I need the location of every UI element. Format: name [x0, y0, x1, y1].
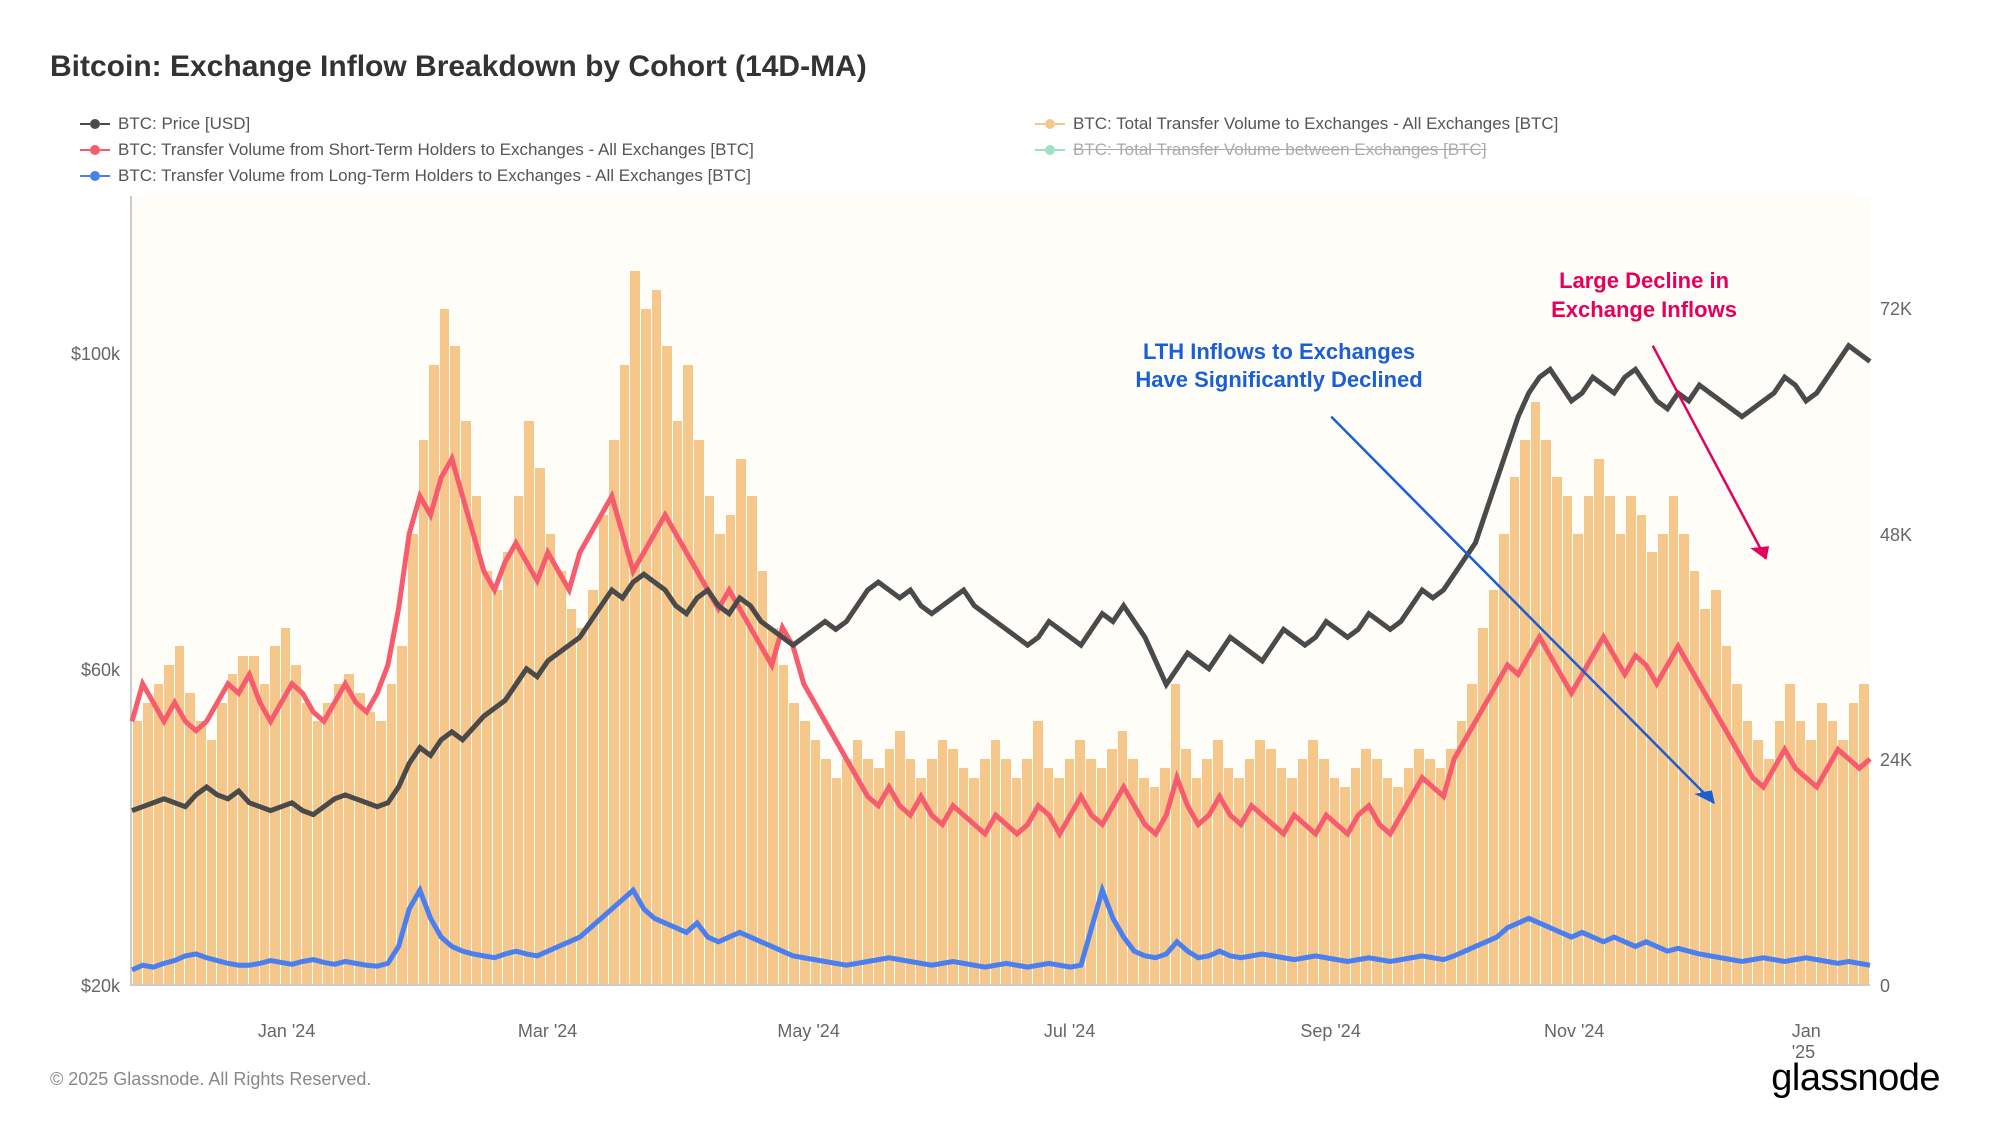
- legend-item[interactable]: BTC: Total Transfer Volume between Excha…: [1035, 140, 1950, 160]
- copyright-text: © 2025 Glassnode. All Rights Reserved.: [50, 1069, 371, 1090]
- x-tick: Nov '24: [1544, 1021, 1604, 1042]
- y-right-tick: 48K: [1880, 525, 1950, 546]
- x-tick: May '24: [777, 1021, 839, 1042]
- y-left-tick: $100k: [50, 344, 120, 365]
- legend-item[interactable]: BTC: Total Transfer Volume to Exchanges …: [1035, 114, 1950, 134]
- y-axis-left: $20k$60k$100k: [50, 196, 120, 986]
- x-tick: Jan '24: [258, 1021, 315, 1042]
- legend-label: BTC: Transfer Volume from Short-Term Hol…: [118, 140, 754, 160]
- annotation-arrow: [1653, 346, 1766, 559]
- annotation-text: LTH Inflows to ExchangesHave Significant…: [1135, 338, 1422, 395]
- sth-line: [132, 459, 1870, 834]
- x-tick: Jul '24: [1044, 1021, 1095, 1042]
- legend: BTC: Price [USD] BTC: Total Transfer Volu…: [50, 114, 1950, 186]
- legend-marker-icon: [90, 145, 100, 155]
- legend-marker-icon: [90, 119, 100, 129]
- legend-label: BTC: Total Transfer Volume to Exchanges …: [1073, 114, 1558, 134]
- y-left-tick: $60k: [50, 660, 120, 681]
- y-right-tick: 24K: [1880, 750, 1950, 771]
- legend-marker-icon: [1045, 145, 1055, 155]
- y-left-tick: $20k: [50, 976, 120, 997]
- legend-marker-icon: [90, 171, 100, 181]
- legend-item[interactable]: BTC: Transfer Volume from Long-Term Hold…: [80, 166, 995, 186]
- y-right-tick: 0: [1880, 976, 1950, 997]
- brand-logo: glassnode: [1771, 1057, 1940, 1100]
- chart-title: Bitcoin: Exchange Inflow Breakdown by Co…: [50, 50, 1950, 84]
- price-line: [132, 346, 1870, 815]
- lth-line: [132, 890, 1870, 970]
- plot-background: LTH Inflows to ExchangesHave Significant…: [130, 196, 1870, 986]
- chart-area: LTH Inflows to ExchangesHave Significant…: [130, 196, 1870, 986]
- legend-item[interactable]: BTC: Price [USD]: [80, 114, 995, 134]
- y-right-tick: 72K: [1880, 299, 1950, 320]
- annotation-arrow: [1331, 417, 1713, 803]
- legend-label: BTC: Price [USD]: [118, 114, 250, 134]
- legend-label: BTC: Total Transfer Volume between Excha…: [1073, 140, 1487, 160]
- x-tick: Sep '24: [1300, 1021, 1361, 1042]
- y-axis-right: 024K48K72K: [1880, 196, 1950, 986]
- x-tick: Mar '24: [518, 1021, 577, 1042]
- legend-label: BTC: Transfer Volume from Long-Term Hold…: [118, 166, 751, 186]
- legend-item[interactable]: BTC: Transfer Volume from Short-Term Hol…: [80, 140, 995, 160]
- annotation-text: Large Decline inExchange Inflows: [1551, 267, 1737, 324]
- legend-marker-icon: [1045, 119, 1055, 129]
